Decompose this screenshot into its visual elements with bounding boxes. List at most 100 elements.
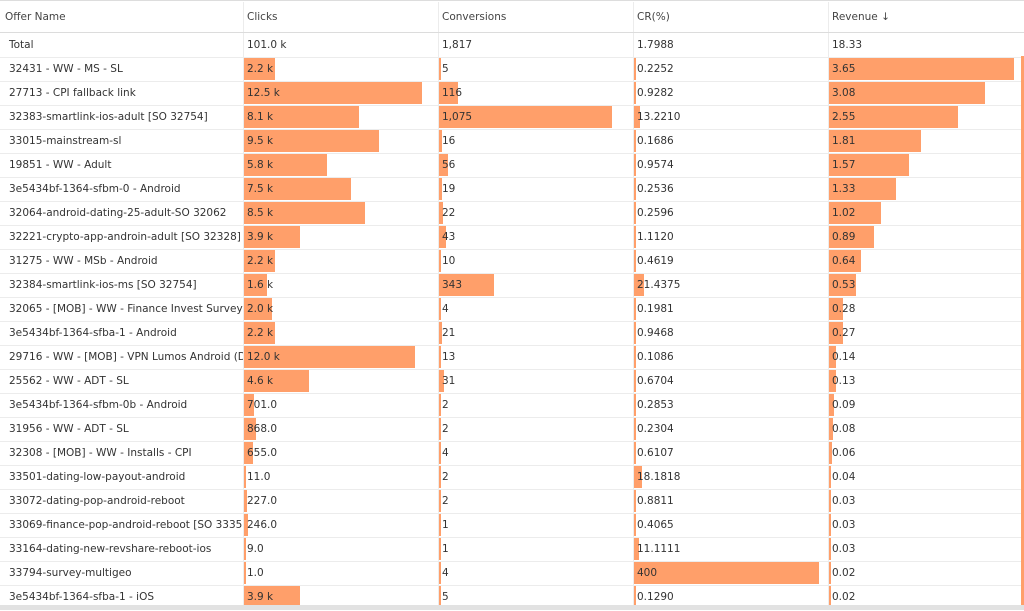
offer-name-cell[interactable]: 3e5434bf-1364-sfba-1 - iOS (9, 591, 154, 603)
offer-name-cell[interactable]: 32064-android-dating-25-adult-SO 32062 (9, 207, 227, 219)
conversions-bar (439, 490, 441, 512)
revenue-bar (829, 154, 909, 176)
revenue-cell: 1.57 (828, 153, 1024, 177)
cr-bar (634, 202, 636, 224)
table-header: Offer Name Clicks Conversions CR(%) Reve… (0, 2, 1024, 33)
conversions-cell: 10 (438, 249, 634, 273)
clicks-bar (244, 370, 309, 392)
cr-bar (634, 346, 636, 368)
table-row[interactable]: 3e5434bf-1364-sfbm-0b - Android 701.0 2 0.2… (0, 393, 1024, 418)
cr-bar (634, 514, 636, 536)
table-row[interactable]: 33501-dating-low-payout-android 11.0 2 18.1… (0, 465, 1024, 490)
offer-name-cell[interactable]: 3e5434bf-1364-sfba-1 - Android (9, 327, 177, 339)
clicks-bar (244, 538, 246, 560)
revenue-bar (829, 106, 958, 128)
column-header-offer-name[interactable]: Offer Name (5, 11, 66, 23)
offer-name-cell[interactable]: 3e5434bf-1364-sfbm-0b - Android (9, 399, 188, 411)
revenue-bar (829, 58, 1014, 80)
offer-name-cell[interactable]: 19851 - WW - Adult (9, 159, 112, 171)
cr-cell: 0.1290 (633, 585, 829, 609)
table-row[interactable]: 3e5434bf-1364-sfbm-0 - Android 7.5 k 19 0.2… (0, 177, 1024, 202)
table-row[interactable]: 25562 - WW - ADT - SL 4.6 k 31 0.6704 0.13 (0, 369, 1024, 394)
table-row[interactable]: 31275 - WW - MSb - Android 2.2 k 10 0.4619 0… (0, 249, 1024, 274)
table-row[interactable]: 19851 - WW - Adult 5.8 k 56 0.9574 1.57 (0, 153, 1024, 178)
revenue-cell: 1.02 (828, 201, 1024, 225)
conversions-cell: 43 (438, 225, 634, 249)
revenue-bar (829, 418, 833, 440)
cr-bar (634, 490, 636, 512)
table-row[interactable]: 32384-smartlink-ios-ms [SO 32754] 1.6 k 34… (0, 273, 1024, 298)
clicks-cell: 2.0 k (243, 297, 439, 321)
offer-name-cell[interactable]: 33015-mainstream-sl (9, 135, 122, 147)
cr-cell: 11.1111 (633, 537, 829, 561)
revenue-bar (829, 490, 831, 512)
cr-cell: 0.2853 (633, 393, 829, 417)
table-row[interactable]: 29716 - WW - [MOB] - VPN Lumos Android (… (0, 345, 1024, 370)
conversions-cell: 2 (438, 465, 634, 489)
clicks-cell: 246.0 (243, 513, 439, 537)
table-row[interactable]: 32383-smartlink-ios-adult [SO 32754] 8.1 … (0, 105, 1024, 130)
cr-bar (634, 322, 636, 344)
horizontal-scrollbar[interactable] (0, 605, 1024, 610)
table-row[interactable]: 31956 - WW - ADT - SL 868.0 2 0.2304 0.08 (0, 417, 1024, 442)
table-row[interactable]: 32431 - WW - MS - SL 2.2 k 5 0.2252 3.65 (0, 57, 1024, 82)
offer-name-cell[interactable]: 32308 - [MOB] - WW - Installs - CPI (9, 447, 192, 459)
clicks-bar (244, 106, 359, 128)
conversions-bar (439, 82, 458, 104)
offer-name-cell[interactable]: 29716 - WW - [MOB] - VPN Lumos Android (… (9, 351, 243, 363)
table-row[interactable]: 33794-survey-multigeo 1.0 4 400 0.02 (0, 561, 1024, 586)
cr-bar (634, 58, 636, 80)
cr-bar (634, 274, 644, 296)
revenue-bar (829, 346, 836, 368)
table-row[interactable]: 32221-crypto-app-androin-adult [SO 32328… (0, 225, 1024, 250)
conversions-bar (439, 106, 612, 128)
revenue-bar (829, 274, 856, 296)
table-row[interactable]: 33015-mainstream-sl 9.5 k 16 0.1686 1.81 (0, 129, 1024, 154)
offer-name-cell[interactable]: 33501-dating-low-payout-android (9, 471, 186, 483)
clicks-cell: 12.0 k (243, 345, 439, 369)
offer-name-cell[interactable]: 33069-finance-pop-android-reboot [SO 333… (9, 519, 243, 531)
offer-name-cell[interactable]: 33164-dating-new-revshare-reboot-ios (9, 543, 212, 555)
column-header-cr[interactable]: CR(%) (633, 2, 829, 32)
cr-cell: 0.1686 (633, 129, 829, 153)
offer-name-cell[interactable]: 32384-smartlink-ios-ms [SO 32754] (9, 279, 197, 291)
table-row[interactable]: 33069-finance-pop-android-reboot [SO 333… (0, 513, 1024, 538)
revenue-cell: 0.03 (828, 513, 1024, 537)
offer-name-cell[interactable]: 32431 - WW - MS - SL (9, 63, 123, 75)
cr-bar (634, 562, 819, 584)
offer-name-cell[interactable]: 3e5434bf-1364-sfbm-0 - Android (9, 183, 181, 195)
offer-name-cell[interactable]: 32221-crypto-app-androin-adult [SO 32328… (9, 231, 241, 243)
table-row[interactable]: 27713 - CPI fallback link 12.5 k 116 0.9282… (0, 81, 1024, 106)
offer-name-cell[interactable]: 33794-survey-multigeo (9, 567, 132, 579)
table-row[interactable]: 32065 - [MOB] - WW - Finance Invest Surv… (0, 297, 1024, 322)
revenue-bar (829, 370, 836, 392)
conversions-cell: 31 (438, 369, 634, 393)
conversions-bar (439, 394, 441, 416)
column-header-conversions[interactable]: Conversions (438, 2, 634, 32)
clicks-cell: 7.5 k (243, 177, 439, 201)
clicks-cell: 868.0 (243, 417, 439, 441)
table-row[interactable]: 33164-dating-new-revshare-reboot-ios 9.0 1… (0, 537, 1024, 562)
clicks-cell: 3.9 k (243, 585, 439, 609)
offer-name-cell[interactable]: 27713 - CPI fallback link (9, 87, 136, 99)
offer-name-cell[interactable]: 32065 - [MOB] - WW - Finance Invest Surv… (9, 303, 243, 315)
clicks-cell: 12.5 k (243, 81, 439, 105)
table-row[interactable]: 3e5434bf-1364-sfba-1 - Android 2.2 k 21 0.9… (0, 321, 1024, 346)
cr-cell: 0.2536 (633, 177, 829, 201)
column-header-clicks[interactable]: Clicks (243, 2, 439, 32)
offer-name-cell[interactable]: 33072-dating-pop-android-reboot (9, 495, 185, 507)
conversions-bar (439, 562, 441, 584)
clicks-cell: 1.0 (243, 561, 439, 585)
conversions-cell: 5 (438, 57, 634, 81)
offer-name-cell[interactable]: 25562 - WW - ADT - SL (9, 375, 129, 387)
table-row[interactable]: 32064-android-dating-25-adult-SO 32062 8.… (0, 201, 1024, 226)
table-row[interactable]: 32308 - [MOB] - WW - Installs - CPI 655.0… (0, 441, 1024, 466)
cr-bar (634, 370, 636, 392)
offer-name-cell[interactable]: 32383-smartlink-ios-adult [SO 32754] (9, 111, 208, 123)
cr-cell: 0.1086 (633, 345, 829, 369)
column-header-revenue[interactable]: Revenue ↓ (828, 2, 1024, 32)
offer-name-cell[interactable]: 31275 - WW - MSb - Android (9, 255, 158, 267)
offer-name-cell[interactable]: 31956 - WW - ADT - SL (9, 423, 129, 435)
conversions-bar (439, 154, 448, 176)
table-row[interactable]: 33072-dating-pop-android-reboot 227.0 2 0.8… (0, 489, 1024, 514)
